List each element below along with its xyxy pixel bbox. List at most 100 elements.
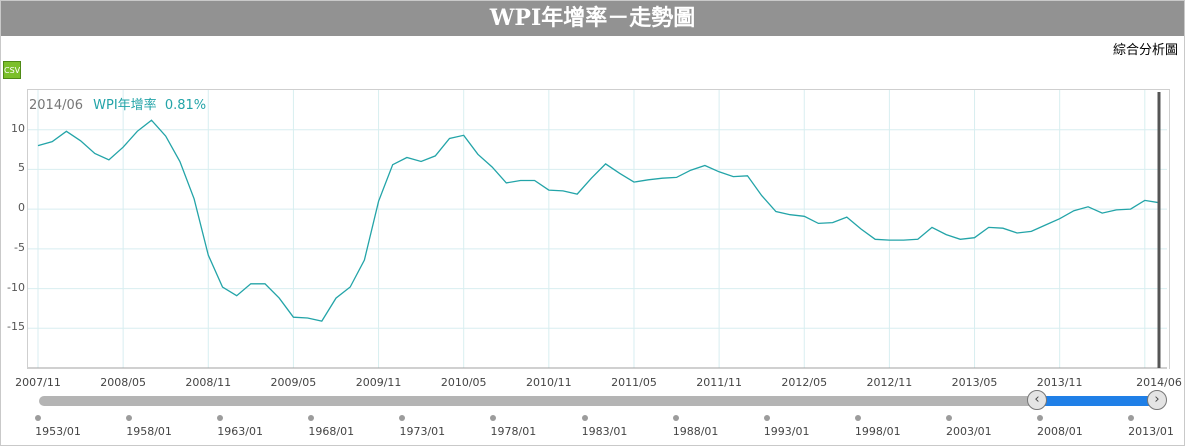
- data-point[interactable]: [135, 129, 139, 133]
- data-point[interactable]: [561, 189, 565, 193]
- data-point[interactable]: [206, 253, 210, 257]
- data-point[interactable]: [320, 319, 324, 323]
- data-point[interactable]: [958, 237, 962, 241]
- analysis-chart-link[interactable]: 綜合分析圖: [1112, 43, 1178, 58]
- data-point[interactable]: [164, 134, 168, 138]
- x-tick-label: 2014/06: [1136, 376, 1182, 389]
- data-point[interactable]: [675, 175, 679, 179]
- data-point[interactable]: [1072, 209, 1076, 213]
- data-point[interactable]: [802, 214, 806, 218]
- data-point[interactable]: [1100, 211, 1104, 215]
- data-point[interactable]: [107, 158, 111, 162]
- data-point[interactable]: [362, 258, 366, 262]
- data-point[interactable]: [745, 174, 749, 178]
- x-tick-label: 2009/11: [355, 376, 402, 389]
- data-point[interactable]: [377, 199, 381, 203]
- data-point[interactable]: [831, 221, 835, 225]
- data-point[interactable]: [291, 315, 295, 319]
- navigator-tick-dot: [35, 415, 41, 421]
- tooltip-date: 2014/06: [29, 98, 84, 113]
- data-point[interactable]: [150, 118, 154, 122]
- data-point[interactable]: [1058, 217, 1062, 221]
- data-point[interactable]: [334, 296, 338, 300]
- data-point[interactable]: [36, 144, 40, 148]
- data-point[interactable]: [689, 168, 693, 172]
- navigator-left-handle[interactable]: ‹: [1027, 390, 1047, 410]
- data-point[interactable]: [490, 165, 494, 169]
- data-point[interactable]: [518, 179, 522, 183]
- data-point[interactable]: [774, 210, 778, 214]
- data-point[interactable]: [93, 152, 97, 156]
- navigator-tick-label: 2008/01: [1037, 425, 1083, 438]
- navigator-tick-dot: [217, 415, 224, 421]
- x-tick-label: 2011/11: [696, 376, 742, 389]
- series-line-wpi[interactable]: [37, 119, 1160, 322]
- data-point[interactable]: [306, 316, 310, 320]
- data-point[interactable]: [348, 285, 352, 289]
- data-point[interactable]: [533, 179, 537, 183]
- data-point[interactable]: [277, 296, 281, 300]
- csv-export-button[interactable]: CSV: [3, 61, 21, 79]
- data-point[interactable]: [887, 238, 891, 242]
- data-point[interactable]: [419, 159, 423, 163]
- data-point[interactable]: [604, 162, 608, 166]
- data-point[interactable]: [930, 225, 934, 229]
- data-point[interactable]: [703, 163, 707, 167]
- data-point[interactable]: [121, 145, 125, 149]
- x-tick-label: 2008/11: [185, 376, 232, 389]
- data-point[interactable]: [178, 159, 182, 163]
- data-point[interactable]: [249, 282, 253, 286]
- data-point[interactable]: [405, 156, 409, 160]
- data-point[interactable]: [448, 136, 452, 140]
- data-point[interactable]: [944, 233, 948, 237]
- data-point[interactable]: [575, 192, 579, 196]
- data-point[interactable]: [64, 129, 68, 133]
- data-point[interactable]: [1114, 208, 1118, 212]
- data-point[interactable]: [433, 154, 437, 158]
- navigator-right-handle[interactable]: ›: [1147, 390, 1167, 410]
- data-point[interactable]: [1143, 198, 1147, 202]
- page-title: WPI年增率－走勢圖: [1, 1, 1184, 36]
- data-point[interactable]: [717, 170, 721, 174]
- data-point[interactable]: [1029, 229, 1033, 233]
- data-point[interactable]: [547, 188, 551, 192]
- data-point[interactable]: [50, 140, 54, 144]
- data-point[interactable]: [1015, 231, 1019, 235]
- data-point[interactable]: [916, 237, 920, 241]
- data-point[interactable]: [79, 139, 83, 143]
- y-tick-label: 0: [18, 201, 25, 215]
- data-point[interactable]: [476, 152, 480, 156]
- data-point[interactable]: [235, 294, 239, 298]
- data-point[interactable]: [902, 238, 906, 242]
- data-point[interactable]: [816, 221, 820, 225]
- data-point[interactable]: [873, 237, 877, 241]
- data-point[interactable]: [220, 285, 224, 289]
- data-point[interactable]: [660, 176, 664, 180]
- data-point[interactable]: [504, 181, 508, 185]
- data-point[interactable]: [973, 236, 977, 240]
- data-point[interactable]: [462, 133, 466, 137]
- navigator-tick-label: 1958/01: [126, 425, 172, 438]
- data-point[interactable]: [760, 194, 764, 198]
- data-point[interactable]: [845, 215, 849, 219]
- data-point[interactable]: [1129, 207, 1133, 211]
- data-point[interactable]: [1001, 226, 1005, 230]
- data-point[interactable]: [1086, 205, 1090, 209]
- data-point[interactable]: [1043, 223, 1047, 227]
- data-point[interactable]: [632, 180, 636, 184]
- x-tick-label: 2009/05: [270, 376, 317, 389]
- data-point[interactable]: [192, 197, 196, 201]
- data-point[interactable]: [618, 171, 622, 175]
- navigator-tick-dot: [945, 415, 952, 421]
- data-point[interactable]: [391, 163, 395, 167]
- data-point[interactable]: [987, 225, 991, 229]
- navigator-tick-dot: [763, 415, 770, 421]
- data-point[interactable]: [589, 176, 593, 180]
- data-point[interactable]: [646, 178, 650, 182]
- navigator-scrollbar[interactable]: [39, 396, 1161, 406]
- data-point[interactable]: [859, 227, 863, 231]
- navigator-selected-range[interactable]: [1037, 396, 1157, 406]
- data-point[interactable]: [731, 175, 735, 179]
- data-point[interactable]: [263, 282, 267, 286]
- data-point[interactable]: [788, 213, 792, 217]
